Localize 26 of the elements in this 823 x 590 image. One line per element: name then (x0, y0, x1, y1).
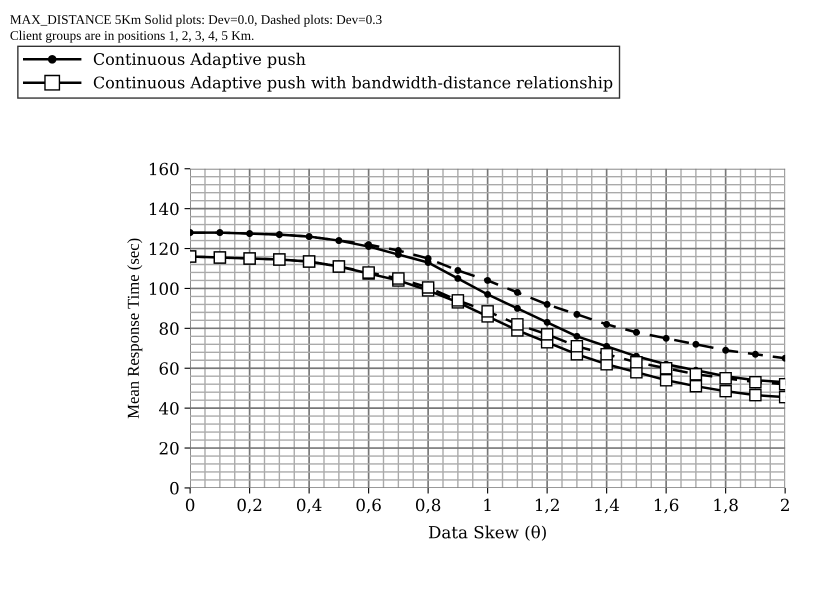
x-tick-label: 1,6 (654, 498, 678, 514)
x-tick-label: 0,4 (296, 498, 322, 514)
y-tick-label: 60 (160, 362, 179, 375)
y-tick-label: 100 (150, 282, 179, 296)
y-tick-label: 140 (150, 202, 179, 216)
chart-subtitle: Client groups are in positions 1, 2, 3, 4, 5 Km. (10, 30, 254, 43)
legend-label: Continuous Adaptive push (94, 52, 306, 68)
y-tick-label: 80 (160, 322, 179, 335)
y-tick-label: 40 (159, 402, 179, 415)
y-tick-label: 20 (160, 442, 179, 455)
x-axis-title: Data Skew (θ) (428, 525, 546, 541)
y-tick-label: 160 (150, 162, 179, 176)
x-tick-label: 0,6 (356, 498, 381, 514)
x-tick-label: 0 (186, 498, 194, 512)
x-tick-label: 1,2 (536, 498, 559, 514)
x-tick-label: 1,4 (595, 498, 620, 514)
y-tick-label: 120 (150, 242, 179, 256)
x-tick-label: 2 (780, 498, 789, 512)
x-tick-label: 1,8 (714, 498, 738, 514)
x-tick-label: 0,2 (237, 498, 262, 514)
y-tick-label: 0 (170, 482, 179, 494)
y-axis-title: Mean Response Time (sec) (127, 238, 142, 418)
chart-title: MAX_DISTANCE 5Km Solid plots: Dev=0.0, Dashed plots: Dev=0.3 (10, 14, 382, 27)
x-tick-label: 1 (484, 498, 491, 512)
legend-label: Continuous Adaptive push with bandwidth-distance relationship (94, 76, 612, 92)
x-tick-label: 0,8 (416, 498, 440, 514)
